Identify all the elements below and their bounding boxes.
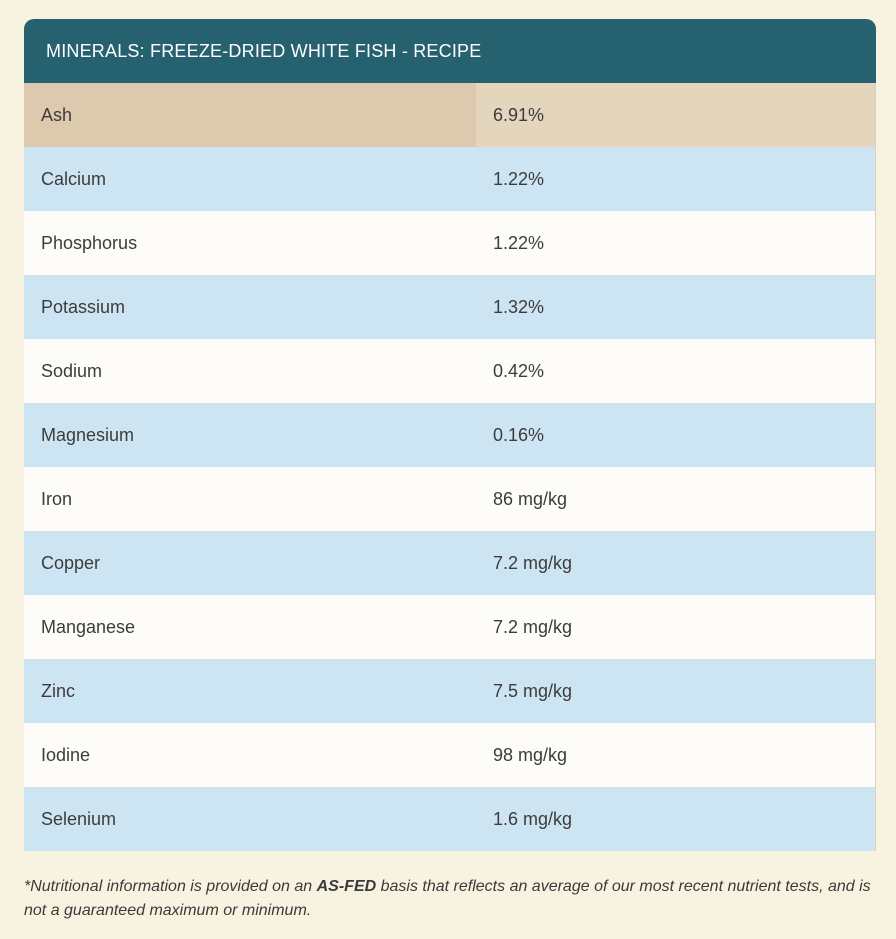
row-name: Calcium bbox=[41, 168, 107, 189]
row-value: 1.22% bbox=[493, 168, 545, 189]
row-value: 0.42% bbox=[493, 360, 545, 381]
row-name: Magnesium bbox=[41, 424, 135, 445]
row-value: 1.22% bbox=[493, 232, 545, 253]
table-row-selenium: Selenium 1.6 mg/kg bbox=[24, 787, 875, 851]
table-row-potassium: Potassium 1.32% bbox=[24, 275, 875, 339]
table-row-iodine: Iodine 98 mg/kg bbox=[24, 723, 875, 787]
table-body: Ash 6.91% Calcium 1.22% Phosphorus 1.22%… bbox=[24, 83, 876, 851]
row-name: Sodium bbox=[41, 360, 103, 381]
table-row-sodium: Sodium 0.42% bbox=[24, 339, 875, 403]
row-name: Zinc bbox=[41, 680, 76, 701]
table-row-zinc: Zinc 7.5 mg/kg bbox=[24, 659, 875, 723]
footnote-prefix: *Nutritional information is provided on … bbox=[24, 878, 317, 895]
row-value: 6.91% bbox=[476, 83, 875, 147]
row-value: 7.5 mg/kg bbox=[493, 680, 573, 701]
table-row-magnesium: Magnesium 0.16% bbox=[24, 403, 875, 467]
table-title: MINERALS: FREEZE-DRIED WHITE FISH - RECI… bbox=[24, 19, 876, 83]
row-value: 7.2 mg/kg bbox=[493, 552, 573, 573]
row-value: 1.6 mg/kg bbox=[493, 808, 573, 829]
table-row-phosphorus: Phosphorus 1.22% bbox=[24, 211, 875, 275]
row-name: Copper bbox=[41, 552, 101, 573]
row-value: 1.32% bbox=[493, 296, 545, 317]
row-value: 98 mg/kg bbox=[493, 744, 568, 765]
row-name: Iodine bbox=[41, 744, 91, 765]
footnote-emphasis: AS-FED bbox=[316, 878, 377, 895]
footnote-suffix: basis that reflects an average of our mo… bbox=[24, 878, 871, 919]
row-name: Iron bbox=[41, 488, 73, 509]
minerals-table: MINERALS: FREEZE-DRIED WHITE FISH - RECI… bbox=[24, 19, 876, 851]
table-row-calcium: Calcium 1.22% bbox=[24, 147, 875, 211]
table-row-manganese: Manganese 7.2 mg/kg bbox=[24, 595, 875, 659]
row-name: Selenium bbox=[41, 808, 117, 829]
table-row-copper: Copper 7.2 mg/kg bbox=[24, 531, 875, 595]
row-value: 86 mg/kg bbox=[493, 488, 568, 509]
row-name: Phosphorus bbox=[41, 232, 138, 253]
row-value: 7.2 mg/kg bbox=[493, 616, 573, 637]
table-row-iron: Iron 86 mg/kg bbox=[24, 467, 875, 531]
row-value: 0.16% bbox=[493, 424, 545, 445]
table-row-ash: Ash 6.91% bbox=[24, 83, 875, 147]
row-name: Manganese bbox=[41, 616, 136, 637]
row-name: Potassium bbox=[41, 296, 126, 317]
row-name: Ash bbox=[24, 83, 476, 147]
footnote: *Nutritional information is provided on … bbox=[24, 875, 874, 923]
